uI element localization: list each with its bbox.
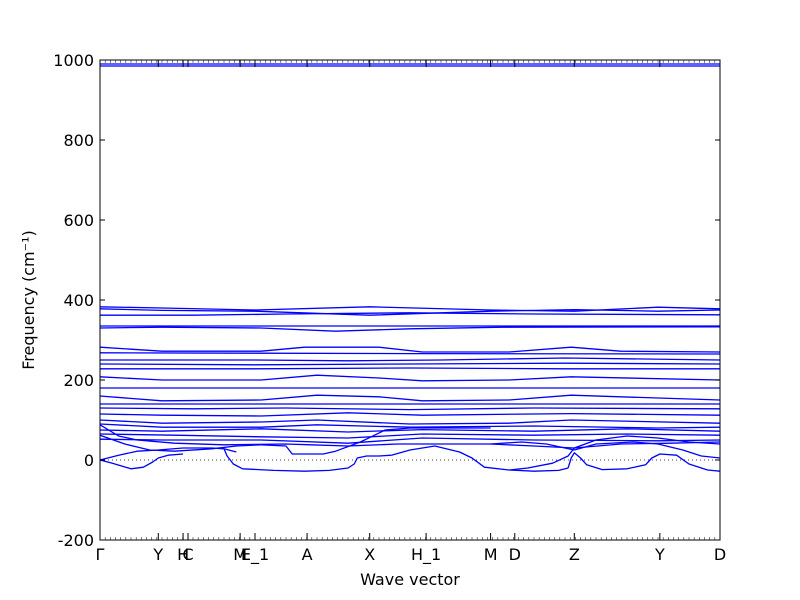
plot-frame [99, 59, 721, 541]
band-line-25 [99, 434, 262, 452]
band-line-15 [99, 394, 721, 402]
band-line-31 [567, 452, 721, 472]
band-line-23 [99, 437, 721, 444]
band-line-22 [99, 433, 721, 439]
band-line-28 [223, 448, 392, 472]
band-line-17 [99, 407, 721, 411]
x-tick-label: D [714, 545, 726, 564]
y-tick-label: 0 [84, 451, 94, 470]
y-axis-ticks: -200 0 200 400 600 800 1000 [53, 51, 721, 550]
band-line-29 [261, 427, 491, 455]
y-tick-label: 600 [63, 211, 94, 230]
x-tick-label: E_1 [241, 545, 269, 565]
y-tick-label: 1000 [53, 51, 94, 70]
band-line-27 [99, 453, 184, 470]
band-line-5 [100, 312, 721, 316]
x-axis-ticks: Γ Y HC ME_1 A X H_1 M D Z Y D [96, 60, 726, 565]
band-line-13 [99, 374, 721, 382]
band-line-32 [509, 435, 721, 471]
band-line-11 [99, 362, 721, 366]
x-tick-label: M [484, 545, 498, 564]
x-tick-label: C [182, 545, 193, 564]
x-tick-label: Y [152, 545, 163, 564]
y-tick-label: 800 [63, 131, 94, 150]
x-axis-label: Wave vector [360, 570, 460, 589]
y-tick-label: 400 [63, 291, 94, 310]
band-line-24 [99, 424, 721, 449]
band-line-19 [99, 419, 721, 425]
y-axis-label: Frequency (cm⁻¹) [19, 230, 38, 369]
band-line-8 [99, 346, 721, 353]
y-tick-label: -200 [58, 531, 94, 550]
x-tick-label: X [364, 545, 375, 564]
band-line-9 [99, 352, 721, 355]
band-line-33 [490, 441, 721, 459]
x-tick-label: Z [569, 545, 580, 564]
x-tick-label: Γ [96, 545, 105, 564]
x-tick-label: M [233, 545, 247, 564]
band-line-12 [100, 367, 720, 370]
band-line-7 [99, 326, 721, 332]
band-line-21 [99, 428, 721, 433]
series-lines [99, 63, 721, 472]
y-tick-label: 200 [63, 371, 94, 390]
band-line-20 [99, 423, 721, 429]
band-line-18 [99, 412, 721, 417]
band-line-26 [99, 447, 237, 461]
band-line-30 [391, 445, 569, 472]
band-line-10 [100, 357, 721, 362]
x-tick-label: Y [654, 545, 665, 564]
x-tick-label: H [177, 545, 189, 564]
band-line-3 [99, 306, 721, 312]
x-tick-label: D [509, 545, 521, 564]
x-tick-label: H_1 [411, 545, 441, 565]
x-tick-label: A [302, 545, 313, 564]
